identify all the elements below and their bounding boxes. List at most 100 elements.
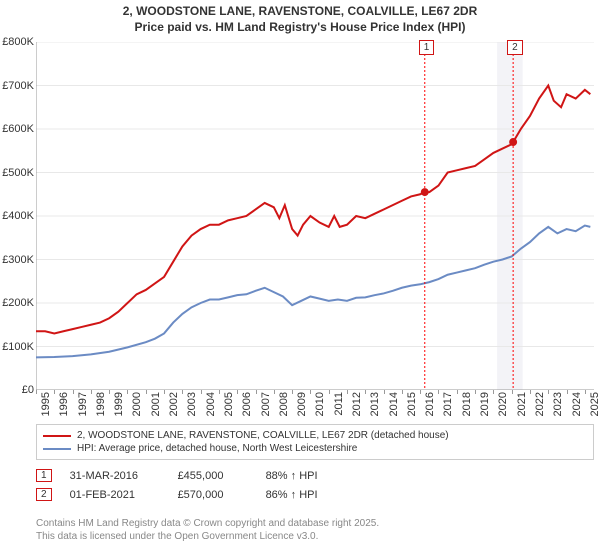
x-tick: [512, 390, 513, 394]
x-tick-label: 1998: [95, 392, 107, 416]
x-tick: [548, 390, 549, 394]
x-tick: [164, 390, 165, 394]
x-tick-label: 1999: [113, 392, 125, 416]
data-point-marker: 2: [36, 488, 52, 501]
x-tick: [54, 390, 55, 394]
footer-line-1: Contains HM Land Registry data © Crown c…: [36, 517, 594, 530]
x-tick: [256, 390, 257, 394]
x-tick-label: 2002: [168, 392, 180, 416]
x-tick-label: 1996: [58, 392, 70, 416]
x-tick-label: 2017: [442, 392, 454, 416]
y-tick-label: £0: [22, 384, 34, 396]
x-tick: [201, 390, 202, 394]
x-tick-label: 2009: [296, 392, 308, 416]
x-tick-label: 2018: [461, 392, 473, 416]
x-tick-label: 2011: [333, 392, 345, 416]
data-point-row: 1 31-MAR-2016 £455,000 88% ↑ HPI: [36, 466, 594, 485]
y-tick-label: £200K: [2, 297, 34, 309]
data-point-table: 1 31-MAR-2016 £455,000 88% ↑ HPI 2 01-FEB-202…: [36, 466, 594, 504]
x-tick-label: 2024: [571, 392, 583, 416]
chart-marker-label: 2: [507, 40, 523, 55]
x-tick: [73, 390, 74, 394]
legend-item: HPI: Average price, detached house, Nort…: [43, 442, 587, 455]
data-point-date: 31-MAR-2016: [70, 470, 160, 482]
x-tick: [36, 390, 37, 394]
data-point-price: £570,000: [178, 489, 248, 501]
x-tick-label: 2000: [131, 392, 143, 416]
x-tick: [585, 390, 586, 394]
title-line-1: 2, WOODSTONE LANE, RAVENSTONE, COALVILLE…: [0, 4, 600, 20]
legend-item: 2, WOODSTONE LANE, RAVENSTONE, COALVILLE…: [43, 429, 587, 442]
x-tick-label: 2005: [223, 392, 235, 416]
x-tick-label: 2014: [388, 392, 400, 416]
x-tick: [310, 390, 311, 394]
x-tick: [438, 390, 439, 394]
x-tick: [146, 390, 147, 394]
legend-box: 2, WOODSTONE LANE, RAVENSTONE, COALVILLE…: [36, 424, 594, 460]
x-tick-label: 2022: [534, 392, 546, 416]
y-tick-label: £300K: [2, 254, 34, 266]
y-tick-label: £400K: [2, 210, 34, 222]
x-tick: [292, 390, 293, 394]
chart-title: 2, WOODSTONE LANE, RAVENSTONE, COALVILLE…: [0, 0, 600, 35]
chart-marker-label: 1: [419, 40, 435, 55]
x-tick-label: 2025: [589, 392, 600, 416]
chart-svg: [36, 42, 594, 390]
legend-label: HPI: Average price, detached house, Nort…: [77, 443, 357, 454]
data-point-marker: 1: [36, 469, 52, 482]
x-tick: [457, 390, 458, 394]
x-tick-label: 2015: [406, 392, 418, 416]
x-tick-label: 1997: [77, 392, 89, 416]
x-tick: [91, 390, 92, 394]
x-tick: [493, 390, 494, 394]
data-point-hpi: 88% ↑ HPI: [266, 470, 356, 482]
data-point-hpi: 86% ↑ HPI: [266, 489, 356, 501]
chart-container: 2, WOODSTONE LANE, RAVENSTONE, COALVILLE…: [0, 0, 600, 560]
x-tick: [420, 390, 421, 394]
x-tick: [475, 390, 476, 394]
legend-label: 2, WOODSTONE LANE, RAVENSTONE, COALVILLE…: [77, 430, 449, 441]
x-tick-label: 2007: [260, 392, 272, 416]
x-tick-label: 2019: [479, 392, 491, 416]
x-tick: [365, 390, 366, 394]
x-tick: [237, 390, 238, 394]
x-tick-label: 1995: [40, 392, 52, 416]
x-tick: [219, 390, 220, 394]
x-tick-label: 2013: [369, 392, 381, 416]
y-tick-label: £800K: [2, 36, 34, 48]
x-tick: [182, 390, 183, 394]
data-point-price: £455,000: [178, 470, 248, 482]
y-tick-label: £100K: [2, 341, 34, 353]
y-tick-label: £600K: [2, 123, 34, 135]
x-tick-label: 2004: [205, 392, 217, 416]
legend-swatch: [43, 448, 71, 450]
x-tick-label: 2008: [278, 392, 290, 416]
title-line-2: Price paid vs. HM Land Registry's House …: [0, 20, 600, 36]
x-tick-label: 2016: [424, 392, 436, 416]
x-tick: [109, 390, 110, 394]
legend-swatch: [43, 435, 71, 437]
x-tick-label: 2001: [150, 392, 162, 416]
x-tick: [329, 390, 330, 394]
x-tick: [567, 390, 568, 394]
x-tick: [127, 390, 128, 394]
footer-line-2: This data is licensed under the Open Gov…: [36, 530, 594, 543]
x-tick-label: 2010: [314, 392, 326, 416]
x-tick-label: 2012: [351, 392, 363, 416]
x-tick: [384, 390, 385, 394]
x-tick-label: 2003: [186, 392, 198, 416]
data-point-date: 01-FEB-2021: [70, 489, 160, 501]
data-point-row: 2 01-FEB-2021 £570,000 86% ↑ HPI: [36, 485, 594, 504]
x-tick-label: 2021: [516, 392, 528, 416]
x-tick-label: 2020: [497, 392, 509, 416]
x-tick: [347, 390, 348, 394]
y-tick-label: £700K: [2, 80, 34, 92]
x-tick-label: 2023: [552, 392, 564, 416]
x-tick: [530, 390, 531, 394]
chart-plot-area: £0£100K£200K£300K£400K£500K£600K£700K£80…: [36, 42, 594, 390]
x-tick: [402, 390, 403, 394]
x-tick: [274, 390, 275, 394]
footer-attribution: Contains HM Land Registry data © Crown c…: [36, 517, 594, 543]
y-tick-label: £500K: [2, 167, 34, 179]
x-tick-label: 2006: [241, 392, 253, 416]
